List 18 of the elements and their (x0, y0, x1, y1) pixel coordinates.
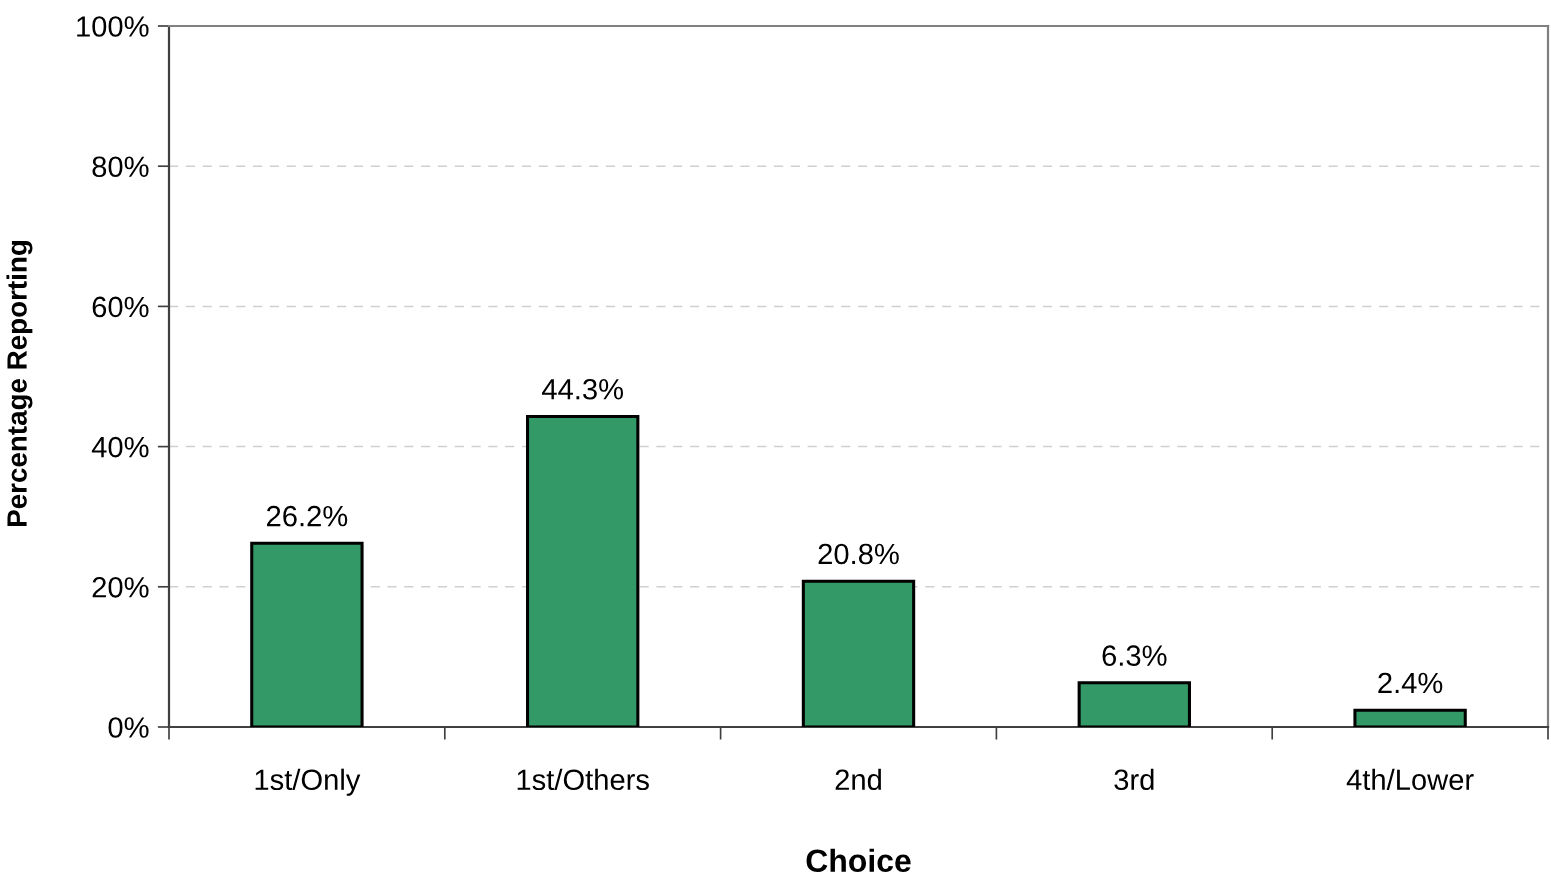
x-tick-label: 1st/Others (517, 768, 649, 791)
x-tick-label: 4th/Lower (1346, 768, 1474, 791)
x-tick-label: 2nd (835, 768, 881, 791)
y-tick-label: 40% (91, 436, 149, 458)
data-label: 20.8% (818, 543, 899, 565)
data-label: 26.2% (267, 505, 348, 527)
y-tick-label: 80% (92, 156, 149, 178)
y-tick-label: 20% (92, 577, 149, 598)
x-tick-label: 3rd (1114, 768, 1154, 791)
y-axis-title: Percentage Reporting (6, 241, 33, 526)
x-tick-label: 1st/Only (255, 768, 361, 796)
y-tick-label: 0% (108, 717, 149, 738)
y-tick-label: 60% (92, 296, 149, 318)
data-label: 44.3% (542, 378, 624, 400)
data-label: 6.3% (1102, 645, 1167, 666)
y-tick-label: 100% (77, 16, 149, 37)
x-axis-title: Choice (806, 848, 911, 873)
data-label: 2.4% (1378, 672, 1443, 694)
